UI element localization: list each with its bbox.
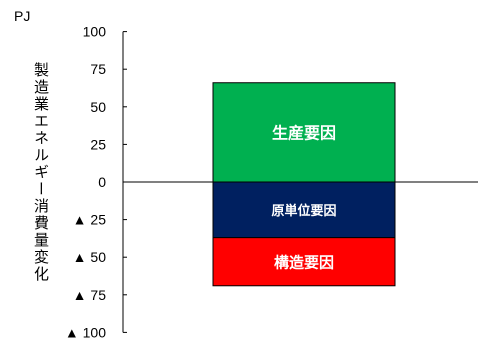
y-tick-label: ▲ 50 (73, 249, 107, 265)
y-tick-label: ▲ 25 (73, 212, 107, 228)
unit-label: PJ (14, 8, 31, 24)
bar-segment (212, 181, 396, 239)
bar-segment-label: 生産要因 (272, 123, 336, 142)
y-tick-label: 100 (83, 24, 107, 40)
bar-segment (212, 82, 396, 183)
y-tick-label: ▲ 100 (65, 324, 106, 340)
y-axis-label: 製造業エネルギー消費量変化 (32, 62, 49, 283)
y-tick-label: 75 (90, 61, 106, 77)
y-tick-label: 0 (98, 174, 106, 190)
y-tick-label: ▲ 75 (73, 287, 107, 303)
bar-segment (212, 237, 396, 287)
bar-segment-label: 原単位要因 (271, 203, 336, 218)
y-tick-label: 25 (90, 136, 106, 152)
bar-segment-label: 構造要因 (274, 253, 334, 271)
y-tick-label: 50 (90, 99, 106, 115)
